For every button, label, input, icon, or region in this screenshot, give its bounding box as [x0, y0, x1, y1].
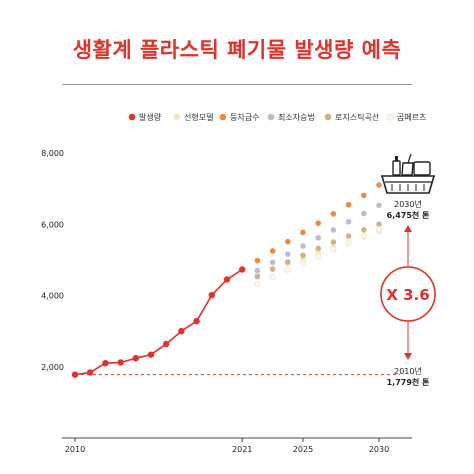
data-point-등차급수-2027	[330, 211, 337, 217]
data-point-발생량-2016	[163, 340, 170, 348]
y-tick-label-1: 2,000	[41, 363, 64, 372]
factor-circle	[380, 266, 436, 322]
x-tick-label-2: 2021	[232, 445, 252, 454]
arrow-up-head	[404, 225, 412, 232]
data-point-곰페르츠-2024	[284, 266, 291, 273]
x-tick-label-4: 2030	[369, 445, 389, 454]
data-point-로지스틱곡선-2023	[269, 266, 276, 272]
legend-marker-1	[128, 113, 136, 121]
legend-label-1: 발생량	[139, 112, 162, 122]
legend-label-2: 선형모델	[184, 113, 213, 122]
data-point-최소자승법-2022	[254, 267, 261, 274]
data-point-발생량-2011	[87, 369, 94, 376]
data-point-등차급수-2028	[345, 201, 352, 208]
data-point-최소자승법-2027	[330, 227, 337, 233]
x-tick-label-1: 2010	[65, 445, 85, 454]
data-point-최소자승법-2023	[269, 259, 276, 266]
data-point-최소자승법-2026	[315, 234, 322, 241]
data-point-발생량-2015	[147, 351, 155, 358]
data-point-발생량-2021	[239, 266, 246, 273]
data-point-등차급수-2029	[361, 192, 367, 199]
data-point-로지스틱곡선-2027	[330, 239, 337, 245]
data-point-발생량-2019	[208, 291, 215, 299]
series-등차급수	[254, 182, 382, 264]
data-point-발생량-2013	[117, 359, 124, 366]
y-tick-label-2: 4,000	[41, 292, 64, 301]
data-point-곰페르츠-2027	[330, 246, 337, 253]
legend-marker-3	[219, 113, 227, 121]
data-point-곰페르츠-2028	[345, 239, 352, 246]
annotation-top-value: 6,475천 톤	[387, 210, 430, 220]
data-point-발생량-2010	[71, 371, 79, 378]
trash-basket-icon	[380, 153, 436, 194]
page-title: 생활계 플라스틱 폐기물 발생량 예측	[72, 38, 402, 62]
data-point-최소자승법-2028	[345, 218, 352, 225]
data-point-발생량-2018	[193, 317, 200, 325]
legend-label-3: 등차급수	[230, 113, 259, 122]
data-point-곰페르츠-2023	[269, 273, 276, 281]
bottle-shape	[392, 160, 401, 176]
data-point-발생량-2012	[102, 359, 109, 367]
annotation-bottom-year: 2010년	[394, 366, 422, 376]
data-point-등차급수-2022	[254, 257, 261, 264]
data-point-로지스틱곡선-2022	[254, 273, 261, 280]
data-point-최소자승법-2024	[285, 251, 291, 257]
series-곰페르츠	[254, 226, 383, 287]
data-point-등차급수-2025	[300, 229, 306, 236]
container-shape	[413, 161, 431, 176]
axes: 2,000 4,000 6,000 8,000 2010 2021 2025 2030	[41, 149, 412, 454]
legend: 발생량 선형모델 등차급수 최소자승법 로지스틱곡선 곰페르츠	[128, 112, 426, 122]
arrow-down-head	[404, 353, 412, 360]
bottle-cap-shape	[395, 156, 398, 161]
series-group	[71, 182, 383, 378]
data-point-곰페르츠-2029	[360, 232, 367, 240]
legend-label-4: 최소자승법	[278, 112, 315, 122]
data-point-등차급수-2024	[285, 238, 291, 245]
data-point-곰페르츠-2022	[254, 280, 261, 287]
x-tick-label-3: 2025	[293, 445, 313, 454]
data-point-발생량-2014	[132, 355, 139, 362]
data-point-등차급수-2026	[315, 220, 322, 226]
data-point-최소자승법-2029	[361, 210, 367, 217]
data-point-곰페르츠-2025	[299, 259, 307, 267]
factor-label: X 3.6	[386, 286, 429, 304]
data-point-로지스틱곡선-2024	[285, 259, 291, 265]
straw-shape	[407, 153, 412, 164]
data-point-곰페르츠-2030	[375, 226, 383, 233]
data-point-로지스틱곡선-2030	[376, 221, 382, 228]
legend-label-6: 곰페르츠	[397, 112, 426, 122]
data-point-최소자승법-2030	[376, 202, 382, 209]
annotation-bottom-value: 1,779천 톤	[387, 377, 430, 387]
data-point-발생량-2020	[223, 276, 231, 283]
legend-label-5: 로지스틱곡선	[335, 112, 379, 122]
data-point-로지스틱곡선-2028	[345, 233, 352, 239]
data-point-로지스틱곡선-2026	[315, 245, 322, 252]
data-point-최소자승법-2025	[300, 243, 306, 249]
annotation-top-year: 2030년	[394, 199, 422, 209]
y-tick-label-3: 6,000	[41, 220, 64, 229]
data-point-곰페르츠-2026	[315, 253, 322, 260]
legend-marker-4	[267, 113, 275, 121]
cup-shape	[401, 162, 414, 176]
y-tick-label-4: 8,000	[41, 149, 64, 158]
data-point-로지스틱곡선-2029	[361, 227, 367, 233]
series-로지스틱곡선	[254, 221, 382, 280]
data-point-로지스틱곡선-2025	[300, 252, 306, 259]
data-point-등차급수-2023	[269, 248, 276, 254]
title-divider	[62, 84, 412, 85]
legend-marker-2	[173, 113, 181, 121]
legend-marker-5	[324, 113, 332, 121]
legend-marker-6	[386, 113, 394, 121]
series-line-발생량	[74, 268, 243, 376]
data-point-발생량-2017	[178, 327, 185, 335]
data-point-등차급수-2030	[376, 182, 382, 188]
series-발생량	[71, 266, 246, 378]
series-최소자승법	[254, 202, 382, 274]
